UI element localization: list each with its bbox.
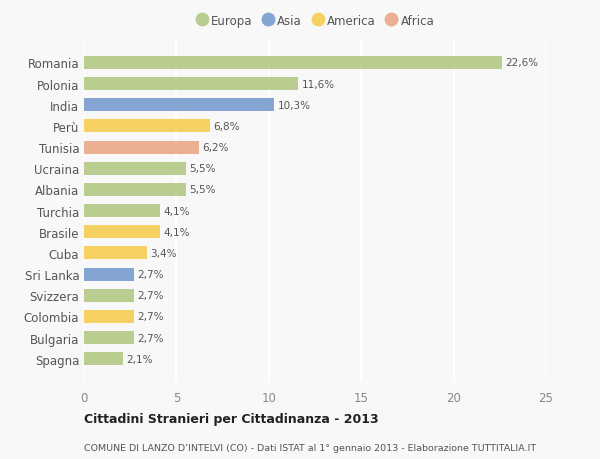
Text: 10,3%: 10,3% — [278, 101, 311, 111]
Bar — [84, 57, 502, 70]
Bar — [84, 205, 160, 218]
Text: 6,8%: 6,8% — [214, 122, 240, 132]
Text: 5,5%: 5,5% — [190, 164, 216, 174]
Bar — [84, 184, 185, 196]
Bar — [84, 78, 298, 91]
Bar — [84, 141, 199, 154]
Text: 2,7%: 2,7% — [137, 312, 164, 322]
Text: 11,6%: 11,6% — [302, 79, 335, 90]
Bar — [84, 310, 134, 323]
Bar — [84, 289, 134, 302]
Text: 22,6%: 22,6% — [505, 58, 538, 68]
Text: Cittadini Stranieri per Cittadinanza - 2013: Cittadini Stranieri per Cittadinanza - 2… — [84, 412, 379, 425]
Bar — [84, 268, 134, 281]
Text: 2,7%: 2,7% — [137, 333, 164, 343]
Legend: Europa, Asia, America, Africa: Europa, Asia, America, Africa — [191, 10, 439, 32]
Text: 5,5%: 5,5% — [190, 185, 216, 195]
Bar — [84, 331, 134, 344]
Text: 6,2%: 6,2% — [202, 143, 229, 153]
Text: 4,1%: 4,1% — [163, 206, 190, 216]
Bar — [84, 353, 123, 365]
Bar — [84, 162, 185, 175]
Text: 2,7%: 2,7% — [137, 291, 164, 301]
Bar — [84, 120, 209, 133]
Text: 4,1%: 4,1% — [163, 227, 190, 237]
Bar — [84, 226, 160, 239]
Text: 3,4%: 3,4% — [151, 248, 177, 258]
Bar — [84, 99, 274, 112]
Text: 2,7%: 2,7% — [137, 269, 164, 280]
Text: 2,1%: 2,1% — [127, 354, 153, 364]
Bar — [84, 247, 147, 260]
Text: COMUNE DI LANZO D’INTELVI (CO) - Dati ISTAT al 1° gennaio 2013 - Elaborazione TU: COMUNE DI LANZO D’INTELVI (CO) - Dati IS… — [84, 443, 536, 452]
